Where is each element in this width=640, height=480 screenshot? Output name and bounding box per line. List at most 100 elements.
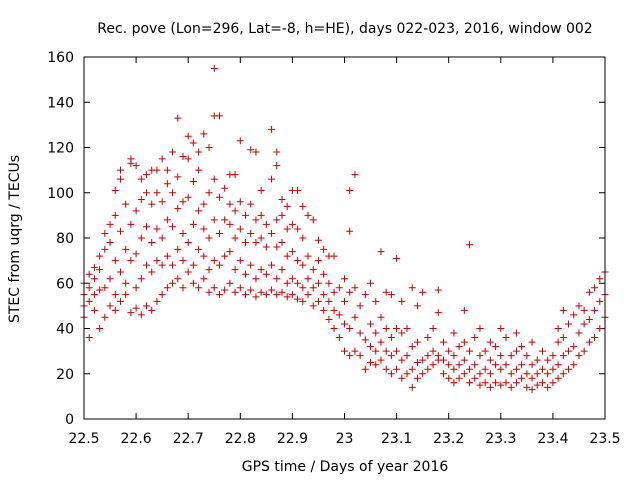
data-point <box>288 248 296 256</box>
data-point <box>398 329 406 337</box>
data-point <box>393 254 401 262</box>
data-point <box>325 315 333 323</box>
data-point <box>299 202 307 210</box>
data-point <box>189 220 197 228</box>
data-point <box>148 200 156 208</box>
data-point <box>580 306 588 314</box>
data-point <box>127 257 135 265</box>
data-point <box>507 352 515 360</box>
data-point <box>226 248 234 256</box>
data-point <box>179 284 187 292</box>
data-point <box>346 325 354 332</box>
data-point <box>549 365 557 373</box>
data-point <box>518 374 526 382</box>
data-point <box>580 320 588 328</box>
data-point <box>242 211 250 219</box>
data-point <box>96 325 104 332</box>
data-point <box>533 356 541 364</box>
data-point <box>96 252 104 260</box>
x-tick-label: 23.5 <box>589 431 620 447</box>
data-point <box>106 239 114 247</box>
data-point <box>273 275 281 283</box>
data-point <box>512 347 520 355</box>
data-point <box>90 275 98 283</box>
data-point <box>429 347 437 355</box>
data-point <box>398 297 406 305</box>
y-tick-label: 100 <box>47 186 74 202</box>
data-point <box>309 216 317 224</box>
data-point <box>215 261 223 269</box>
data-point <box>429 361 437 369</box>
data-point <box>445 347 453 355</box>
data-point <box>111 211 119 219</box>
data-point <box>486 356 494 364</box>
data-point <box>570 311 578 319</box>
data-point <box>221 216 229 224</box>
data-point <box>393 365 401 373</box>
data-point <box>450 379 458 387</box>
data-point <box>377 248 385 256</box>
x-tick-label: 23.2 <box>433 431 464 447</box>
data-point <box>341 347 348 355</box>
data-point <box>512 379 520 387</box>
data-point <box>169 189 177 197</box>
data-point <box>502 334 510 342</box>
data-point <box>215 193 223 201</box>
data-point <box>497 325 505 332</box>
data-point <box>179 257 187 265</box>
data-point <box>163 166 171 174</box>
data-point <box>210 64 218 72</box>
data-point <box>523 352 531 360</box>
data-point <box>439 338 447 346</box>
data-point <box>195 207 203 215</box>
data-point <box>179 153 187 161</box>
data-point <box>445 374 453 382</box>
data-point <box>544 356 552 364</box>
data-point <box>304 252 312 260</box>
data-point <box>205 288 213 296</box>
data-point <box>143 171 151 179</box>
data-point <box>346 352 354 360</box>
data-point <box>283 279 291 287</box>
data-point <box>497 381 505 389</box>
data-point <box>502 361 510 369</box>
data-point <box>85 284 93 292</box>
data-point <box>242 291 250 299</box>
data-point <box>314 279 322 287</box>
data-point <box>268 286 276 294</box>
data-point <box>476 381 484 389</box>
data-point <box>278 211 286 219</box>
data-point <box>96 286 104 294</box>
data-point <box>320 245 328 253</box>
data-point <box>210 216 218 224</box>
data-point <box>387 291 395 299</box>
data-point <box>90 306 98 314</box>
data-point <box>330 288 338 296</box>
data-point <box>492 379 500 387</box>
data-point <box>299 261 307 269</box>
data-point <box>242 270 250 278</box>
data-point <box>195 166 203 174</box>
data-point <box>413 338 421 346</box>
data-point <box>242 239 250 247</box>
data-point <box>257 288 265 296</box>
data-point <box>299 234 307 242</box>
data-point <box>210 257 218 265</box>
data-point <box>294 257 302 265</box>
data-point <box>288 220 296 228</box>
data-point <box>153 189 161 197</box>
data-point <box>559 334 567 342</box>
data-point <box>163 216 171 224</box>
data-point <box>341 275 348 283</box>
data-point <box>559 306 567 314</box>
data-point <box>356 302 364 310</box>
data-point <box>262 270 270 278</box>
data-point <box>512 365 520 373</box>
data-point <box>320 306 328 314</box>
data-point <box>294 295 302 303</box>
data-point <box>596 297 604 305</box>
data-point <box>273 162 281 170</box>
data-point <box>283 252 291 260</box>
data-point <box>174 114 182 122</box>
data-point <box>153 257 161 265</box>
